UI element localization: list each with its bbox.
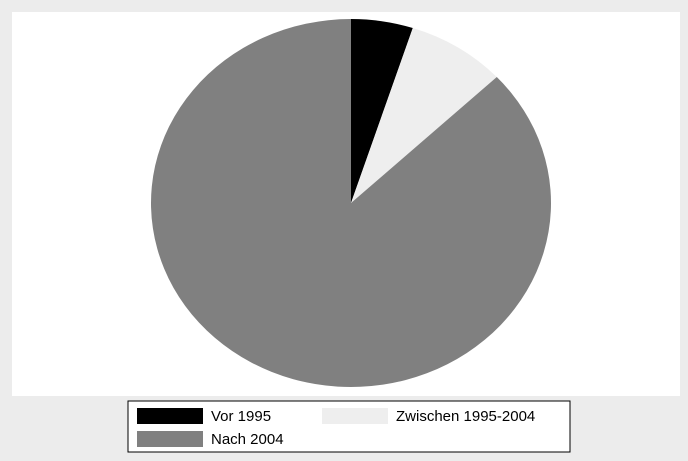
legend-swatch [322, 408, 388, 424]
legend-label: Nach 2004 [211, 431, 284, 448]
pie-slice [351, 19, 413, 203]
legend-swatch [137, 408, 203, 424]
legend-label: Vor 1995 [211, 408, 271, 425]
pie-slice [150, 19, 552, 388]
legend-label: Zwischen 1995-2004 [396, 408, 535, 425]
pie-slice [351, 28, 497, 204]
legend-swatch [137, 431, 203, 447]
